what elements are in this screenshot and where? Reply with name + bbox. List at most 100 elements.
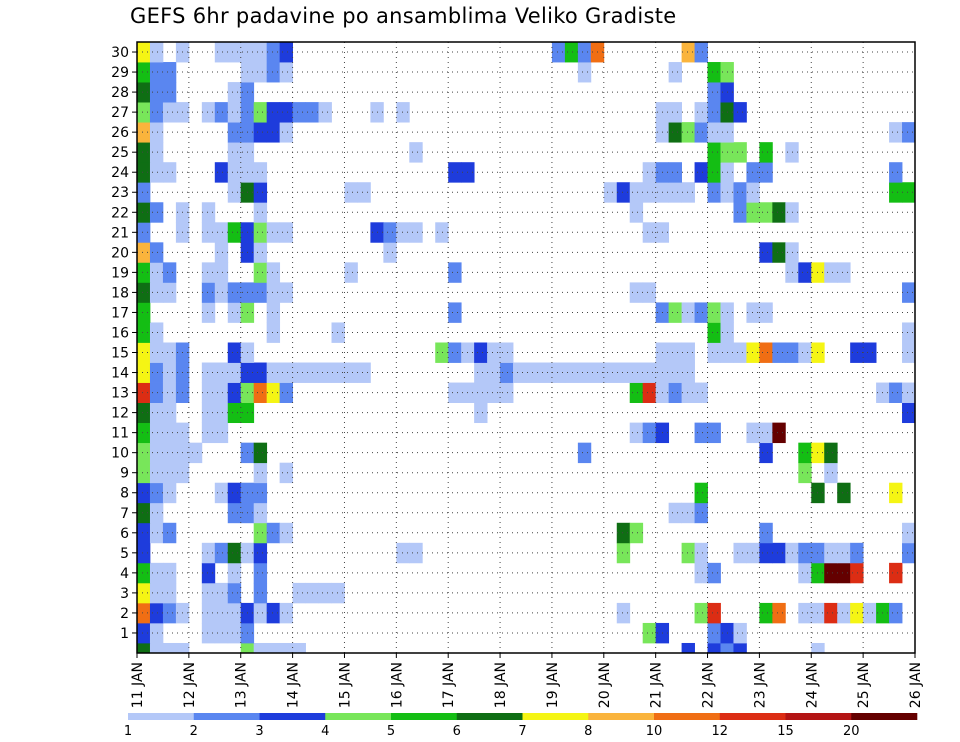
precip-cell <box>824 262 838 283</box>
plot-frame <box>136 41 916 654</box>
precip-cell <box>902 282 916 303</box>
precip-cell <box>344 182 358 203</box>
precip-cell <box>668 62 682 83</box>
precip-cell <box>279 102 293 123</box>
precip-cell <box>435 222 449 243</box>
precip-cell <box>694 42 708 63</box>
precip-cell <box>214 282 229 303</box>
precip-cell <box>149 402 164 424</box>
precip-cell <box>162 362 177 383</box>
precip-cell <box>149 602 164 624</box>
precip-cell <box>279 642 293 654</box>
precip-cell <box>694 602 708 624</box>
precip-cell <box>448 382 462 403</box>
precip-cell <box>902 182 916 203</box>
precip-cell <box>253 522 268 544</box>
precip-cell <box>474 402 488 424</box>
precip-cell <box>137 122 151 143</box>
precip-cell <box>681 302 695 323</box>
y-tick-label: 1 <box>120 626 129 642</box>
precip-cell <box>759 202 773 223</box>
precip-cell <box>707 422 721 444</box>
y-tick-label: 26 <box>111 125 129 141</box>
precip-cell <box>227 582 242 604</box>
precip-cell <box>214 262 229 283</box>
precip-cell <box>889 382 903 403</box>
precip-cell <box>694 102 708 123</box>
precip-cell <box>162 442 177 464</box>
precip-cell <box>137 622 151 644</box>
precip-cell <box>668 502 682 524</box>
precip-cell <box>383 242 397 263</box>
precip-cell <box>500 342 514 363</box>
legend-label: 20 <box>843 724 860 739</box>
precip-cell <box>409 222 423 243</box>
precip-cell <box>759 602 773 624</box>
y-tick-label: 16 <box>111 325 129 341</box>
y-tick-label: 6 <box>120 526 129 542</box>
y-tick-label: 27 <box>111 105 129 121</box>
precip-cell <box>279 282 293 303</box>
precip-cell <box>137 242 151 263</box>
precip-cell <box>149 582 164 604</box>
y-tick-label: 4 <box>120 566 129 582</box>
y-tick-label: 20 <box>111 245 129 261</box>
precip-cell <box>733 642 747 654</box>
precip-cell <box>642 382 657 403</box>
precip-cell <box>149 62 164 83</box>
precip-cell <box>694 482 708 504</box>
y-tick-label: 2 <box>120 606 129 622</box>
precip-cell <box>616 522 631 544</box>
precip-cell <box>214 482 229 504</box>
precip-cell <box>149 482 164 504</box>
precip-cell <box>577 62 592 83</box>
precip-cell <box>772 202 786 223</box>
precip-cell <box>227 122 242 143</box>
precip-cell <box>162 602 177 624</box>
precip-cell <box>564 362 579 383</box>
precip-cell <box>733 142 747 163</box>
precip-cell <box>733 202 747 223</box>
x-tick-label: 21 JAN <box>649 662 665 708</box>
precip-cell <box>253 282 268 303</box>
precip-cell <box>149 122 164 143</box>
legend-swatch <box>522 713 589 720</box>
precip-cell <box>681 542 695 564</box>
precip-cell <box>214 402 229 424</box>
precip-cell <box>214 362 229 383</box>
precip-cell <box>616 602 631 624</box>
legend-swatch <box>193 713 260 720</box>
x-tick-label: 22 JAN <box>701 662 717 708</box>
precip-cell <box>137 422 151 444</box>
precip-cell <box>837 542 851 564</box>
precip-cell <box>642 362 657 383</box>
precip-cell <box>137 162 151 183</box>
precip-cell <box>772 542 786 564</box>
precip-cell <box>759 422 773 444</box>
precip-cell <box>201 282 216 303</box>
precip-cell <box>149 242 164 263</box>
precip-cell <box>694 162 708 183</box>
precip-cell <box>266 522 281 544</box>
precip-cell <box>162 562 177 584</box>
precip-cell <box>240 642 255 654</box>
x-tick-label: 23 JAN <box>752 662 768 708</box>
precip-cell <box>824 562 838 584</box>
precip-cell <box>201 262 216 283</box>
y-tick-label: 10 <box>111 446 129 462</box>
precip-cell <box>331 322 345 343</box>
precip-cell <box>318 362 332 383</box>
precip-cell <box>137 382 151 403</box>
precip-cell <box>746 182 760 203</box>
precip-cell <box>201 362 216 383</box>
y-tick-label: 13 <box>111 386 129 402</box>
y-tick-label: 25 <box>111 145 129 161</box>
precip-cell <box>668 382 682 403</box>
precip-cell <box>889 562 903 584</box>
precip-cell <box>201 622 216 644</box>
precip-cell <box>837 262 851 283</box>
legend-label: 3 <box>255 724 263 739</box>
precip-cell <box>694 122 708 143</box>
precip-cell <box>227 622 242 644</box>
precip-cell <box>409 542 423 564</box>
